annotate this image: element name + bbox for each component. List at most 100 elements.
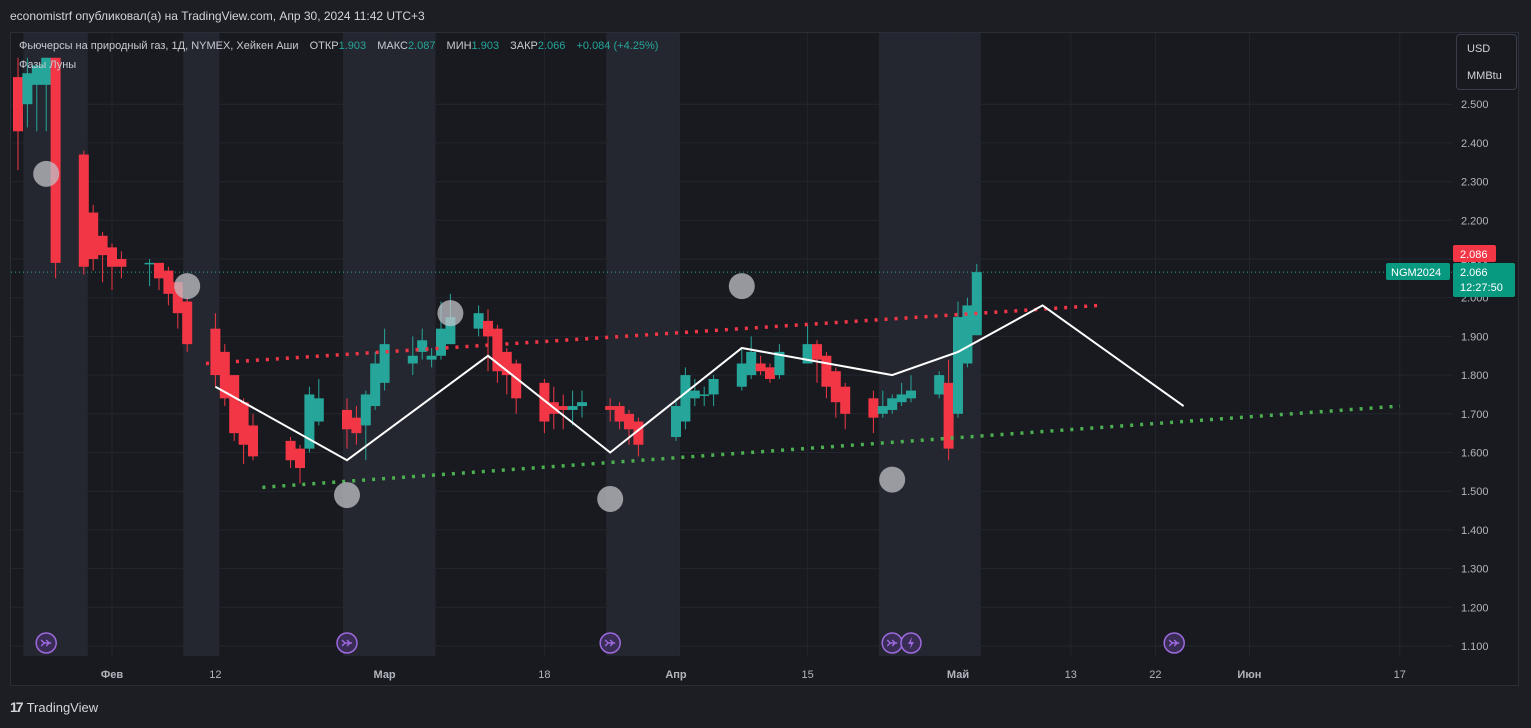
candle-2024-03-21 bbox=[567, 390, 578, 426]
candle-body bbox=[708, 378, 719, 395]
candle-2024-02-06 bbox=[154, 262, 164, 290]
candle-2024-02-22 bbox=[304, 386, 315, 453]
forward-glyph bbox=[1168, 639, 1180, 647]
candle-body bbox=[229, 375, 240, 434]
candle-2024-04-30 bbox=[943, 359, 954, 461]
x-tick-label-6: Май bbox=[947, 669, 969, 681]
ticker-tag bbox=[1386, 263, 1450, 280]
low-label: МИН bbox=[446, 40, 472, 52]
moon-phase-circle-0 bbox=[33, 160, 60, 187]
candle-2024-04-11 bbox=[765, 363, 775, 383]
y-tick-label-8: 1.700 bbox=[1461, 409, 1489, 421]
shaded-period-3 bbox=[606, 33, 680, 656]
candle-body bbox=[22, 73, 33, 105]
y-tick-label-10: 1.500 bbox=[1461, 486, 1489, 498]
forward-glyph bbox=[886, 639, 898, 647]
candle-2024-03-18 bbox=[539, 378, 550, 434]
candle-body bbox=[172, 282, 183, 314]
candle-2024-04-22 bbox=[868, 390, 879, 434]
candle-body bbox=[163, 270, 174, 294]
candle-body bbox=[436, 328, 446, 356]
candle-body bbox=[605, 406, 616, 410]
candle-2024-02-27 bbox=[351, 406, 362, 445]
candle-2024-04-09 bbox=[746, 336, 757, 379]
candle-2024-02-28 bbox=[360, 390, 371, 461]
tradingview-logo[interactable]: 17 TradingView bbox=[10, 699, 98, 715]
candle-body bbox=[567, 406, 578, 410]
close-value: 2.066 bbox=[537, 40, 566, 52]
candle-2024-04-18 bbox=[830, 367, 841, 418]
candle-body bbox=[116, 259, 127, 267]
candle-body bbox=[445, 317, 456, 345]
candle-2024-04-19 bbox=[840, 382, 851, 430]
y-tick-label-13: 1.200 bbox=[1461, 602, 1489, 614]
candle-body bbox=[313, 398, 324, 422]
y-tick-label-12: 1.300 bbox=[1461, 564, 1489, 576]
candle-2024-03-04 bbox=[407, 336, 418, 376]
candle-body bbox=[812, 344, 822, 360]
x-tick-label-10: 17 bbox=[1394, 669, 1406, 681]
candle-2024-03-06 bbox=[426, 348, 437, 368]
candle-body bbox=[360, 394, 371, 426]
candle-body bbox=[182, 301, 193, 345]
candle-2024-03-01 bbox=[379, 328, 390, 391]
candle-2024-04-01 bbox=[671, 398, 681, 441]
candle-2024-04-17 bbox=[821, 351, 832, 399]
candle-2024-01-30 bbox=[88, 204, 99, 271]
candle-body bbox=[943, 382, 954, 449]
symbol-title[interactable]: Фьючерсы на природный газ, 1Д, NYMEX, Хе… bbox=[19, 40, 299, 52]
forward-glyph bbox=[40, 639, 52, 647]
candle-2024-04-24 bbox=[887, 394, 898, 414]
indicator-legend[interactable]: Фазы Луны bbox=[19, 59, 76, 71]
pattern-zigzag-line bbox=[214, 304, 1185, 462]
candle-body bbox=[671, 406, 681, 438]
candle-body bbox=[50, 57, 61, 263]
low-value: 1.903 bbox=[471, 40, 500, 52]
y-tick-label-14: 1.100 bbox=[1461, 641, 1489, 653]
candle-body bbox=[417, 340, 428, 352]
candle-2024-03-12 bbox=[483, 309, 493, 372]
candle-body bbox=[840, 386, 851, 414]
candle-body bbox=[877, 406, 888, 414]
y-tick-label-7: 1.800 bbox=[1461, 370, 1489, 382]
series-legend: Фьючерсы на природный газ, 1Д, NYMEX, Хе… bbox=[19, 40, 658, 52]
candle-2024-05-01 bbox=[953, 301, 963, 418]
moon-phase-circle-6 bbox=[879, 466, 906, 493]
high-price-label: 2.086 bbox=[1460, 249, 1488, 261]
candle-2024-03-27 bbox=[624, 409, 634, 445]
candle-2024-03-28 bbox=[633, 417, 644, 457]
moon-phase-circle-4 bbox=[597, 485, 624, 512]
candle-2024-04-15 bbox=[802, 324, 813, 364]
candle-body bbox=[473, 313, 484, 329]
candle-body bbox=[407, 355, 418, 364]
candle-body bbox=[238, 402, 249, 445]
candle-body bbox=[41, 57, 52, 85]
y-tick-label-1: 2.400 bbox=[1461, 138, 1489, 150]
chart-frame[interactable] bbox=[10, 32, 1519, 686]
candle-2024-04-05 bbox=[708, 375, 719, 407]
candle-2024-02-21 bbox=[295, 444, 305, 484]
candle-body bbox=[295, 448, 305, 468]
candle-2024-02-23 bbox=[313, 378, 324, 426]
currency-unit-selector[interactable]: USD MMBtu bbox=[1456, 34, 1517, 90]
candle-2024-04-25 bbox=[896, 382, 907, 407]
candle-body bbox=[558, 406, 569, 410]
candle-2024-01-29 bbox=[78, 150, 89, 275]
high-value: 2.087 bbox=[407, 40, 436, 52]
y-tick-label-6: 1.900 bbox=[1461, 331, 1489, 343]
candle-body bbox=[577, 402, 587, 407]
moon-phase-circle-2 bbox=[334, 482, 360, 509]
candle-body bbox=[736, 363, 747, 387]
candle-2024-03-20 bbox=[558, 394, 569, 430]
candle-body bbox=[962, 305, 973, 364]
candle-2024-04-12 bbox=[774, 344, 785, 379]
support-trendline bbox=[262, 404, 1400, 490]
open-label: ОТКР bbox=[309, 40, 339, 52]
candle-body bbox=[483, 320, 493, 337]
candle-body bbox=[934, 375, 945, 395]
x-tick-label-2: Мар bbox=[374, 669, 396, 681]
x-tick-label-3: 18 bbox=[538, 669, 550, 681]
candle-2024-02-26 bbox=[342, 398, 352, 449]
y-tick-label-11: 1.400 bbox=[1461, 525, 1489, 537]
